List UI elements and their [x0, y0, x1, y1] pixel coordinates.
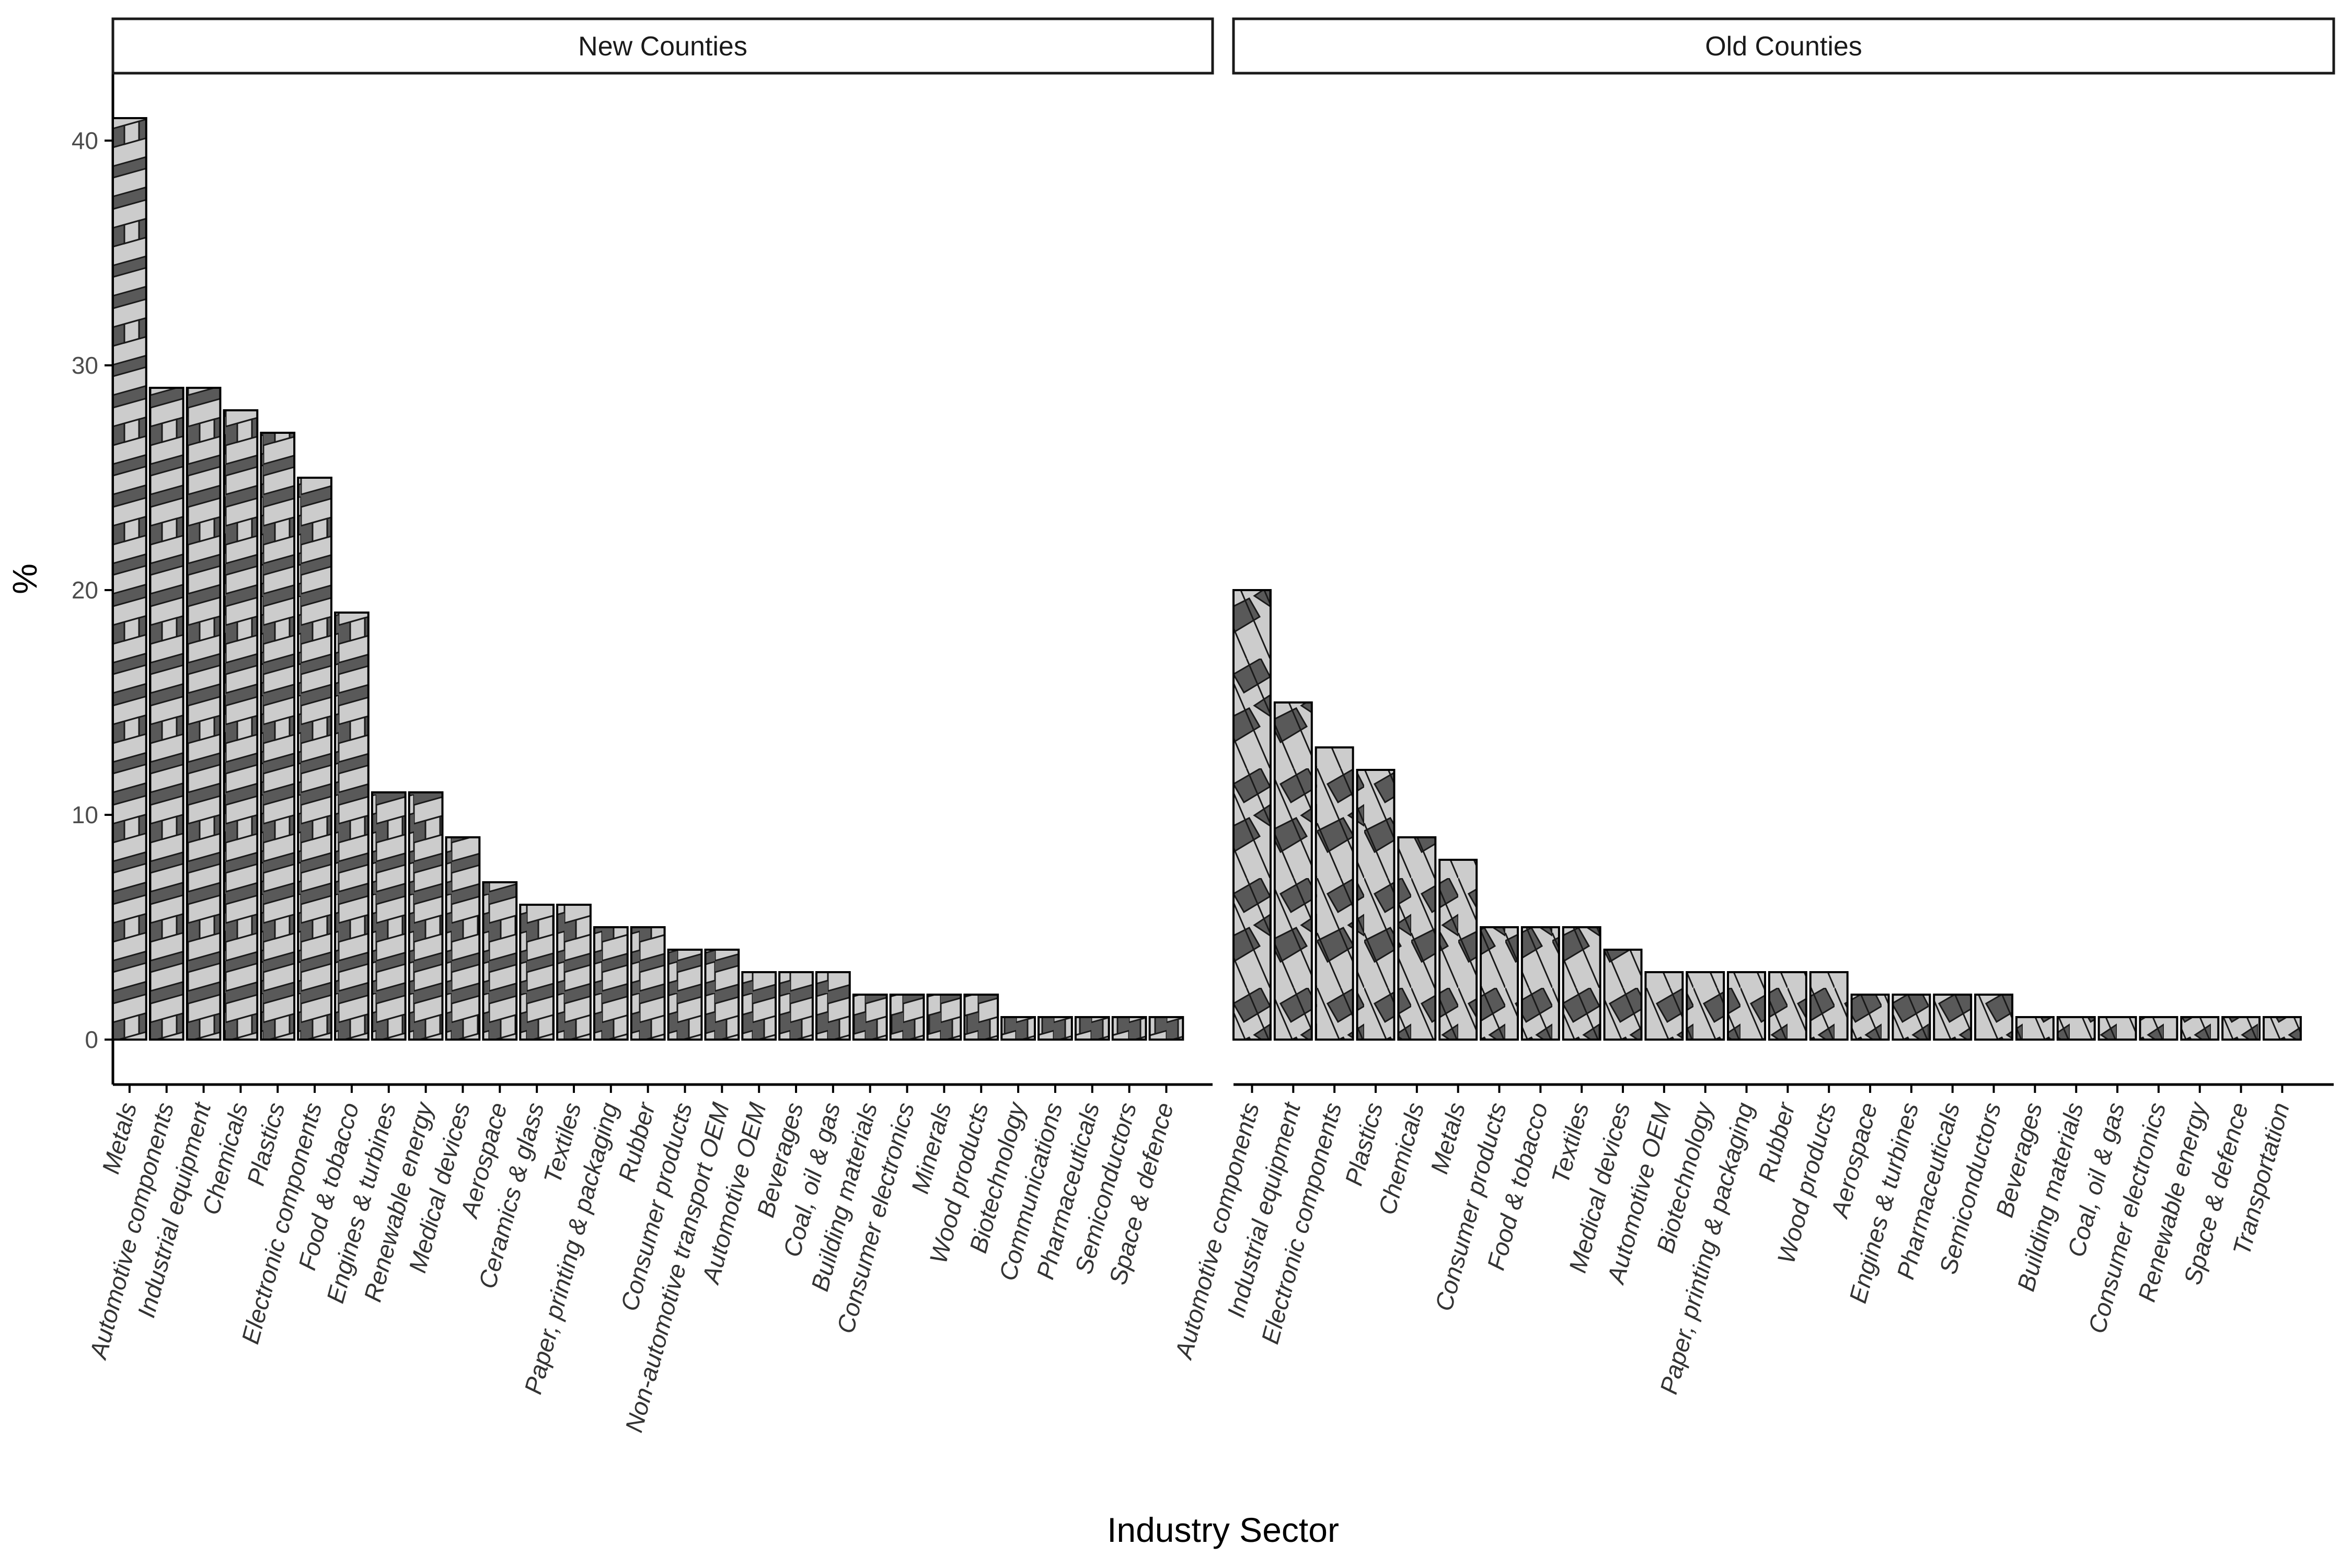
y-axis-title: %: [5, 563, 44, 594]
bar: [1850, 994, 1890, 1041]
bar: [2221, 1016, 2261, 1041]
bar: [1315, 746, 1354, 1041]
bar: [1974, 994, 2014, 1041]
x-axis-title: Industry Sector: [1107, 1511, 1339, 1549]
bar: [371, 791, 407, 1041]
bar: [889, 994, 925, 1041]
bar: [260, 432, 296, 1041]
facet-strip: [111, 17, 1214, 75]
y-tick-label: 30: [72, 352, 98, 379]
bar: [2056, 1016, 2096, 1041]
bar: [593, 926, 629, 1041]
bar: [1603, 949, 1643, 1041]
bar: [297, 477, 332, 1041]
bar: [1397, 836, 1437, 1041]
bar: [1037, 1016, 1073, 1041]
bar: [1273, 701, 1313, 1041]
bar: [1148, 1016, 1184, 1041]
bar: [704, 949, 740, 1041]
bar: [1438, 859, 1478, 1041]
bar: [148, 387, 185, 1041]
bar: [445, 836, 481, 1041]
bar: [2262, 1016, 2302, 1041]
bar: [1727, 971, 1767, 1041]
bar: [1232, 589, 1272, 1041]
bar: [1809, 971, 1849, 1041]
y-tick-label: 20: [72, 577, 98, 604]
bar: [815, 971, 851, 1041]
bar: [1644, 971, 1684, 1041]
y-tick-label: 10: [72, 801, 98, 828]
y-tick-label: 40: [72, 127, 98, 154]
bar: [112, 117, 147, 1041]
bar: [223, 409, 259, 1041]
bar: [408, 791, 444, 1041]
bar: [2139, 1016, 2178, 1041]
bar: [556, 904, 592, 1041]
bar: [2180, 1016, 2220, 1041]
bar: [741, 971, 777, 1041]
x-tick-label: Rubber: [1753, 1099, 1801, 1185]
bar: [334, 612, 370, 1041]
bar: [186, 387, 222, 1041]
bar: [519, 904, 555, 1041]
bar: [926, 994, 962, 1041]
bar: [482, 881, 518, 1041]
x-tick-label: Metals: [1425, 1100, 1470, 1177]
bar: [963, 994, 999, 1041]
y-tick-label: 0: [85, 1026, 98, 1053]
bar: [1933, 994, 1973, 1041]
facet-strip-label: Old Counties: [1705, 31, 1862, 62]
bar: [667, 949, 703, 1041]
x-tick-label: Textiles: [1546, 1100, 1594, 1186]
bar: [1768, 971, 1807, 1041]
facet-strip: [1232, 17, 2335, 75]
bar: [1480, 926, 1519, 1041]
bar: [1074, 1016, 1110, 1041]
facet-strip-label: New Counties: [578, 31, 747, 62]
bar: [1562, 926, 1601, 1041]
bar: [1520, 926, 1560, 1041]
bar: [2015, 1016, 2055, 1041]
bar: [2097, 1016, 2137, 1041]
bar: [1000, 1016, 1036, 1041]
bar: [1892, 994, 1931, 1041]
bar: [630, 926, 666, 1041]
x-tick-label: Plastics: [1340, 1100, 1388, 1189]
bar: [1686, 971, 1725, 1041]
bar: [852, 994, 888, 1041]
bar: [778, 971, 814, 1041]
bar: [1356, 769, 1396, 1041]
bar: [1111, 1016, 1147, 1041]
